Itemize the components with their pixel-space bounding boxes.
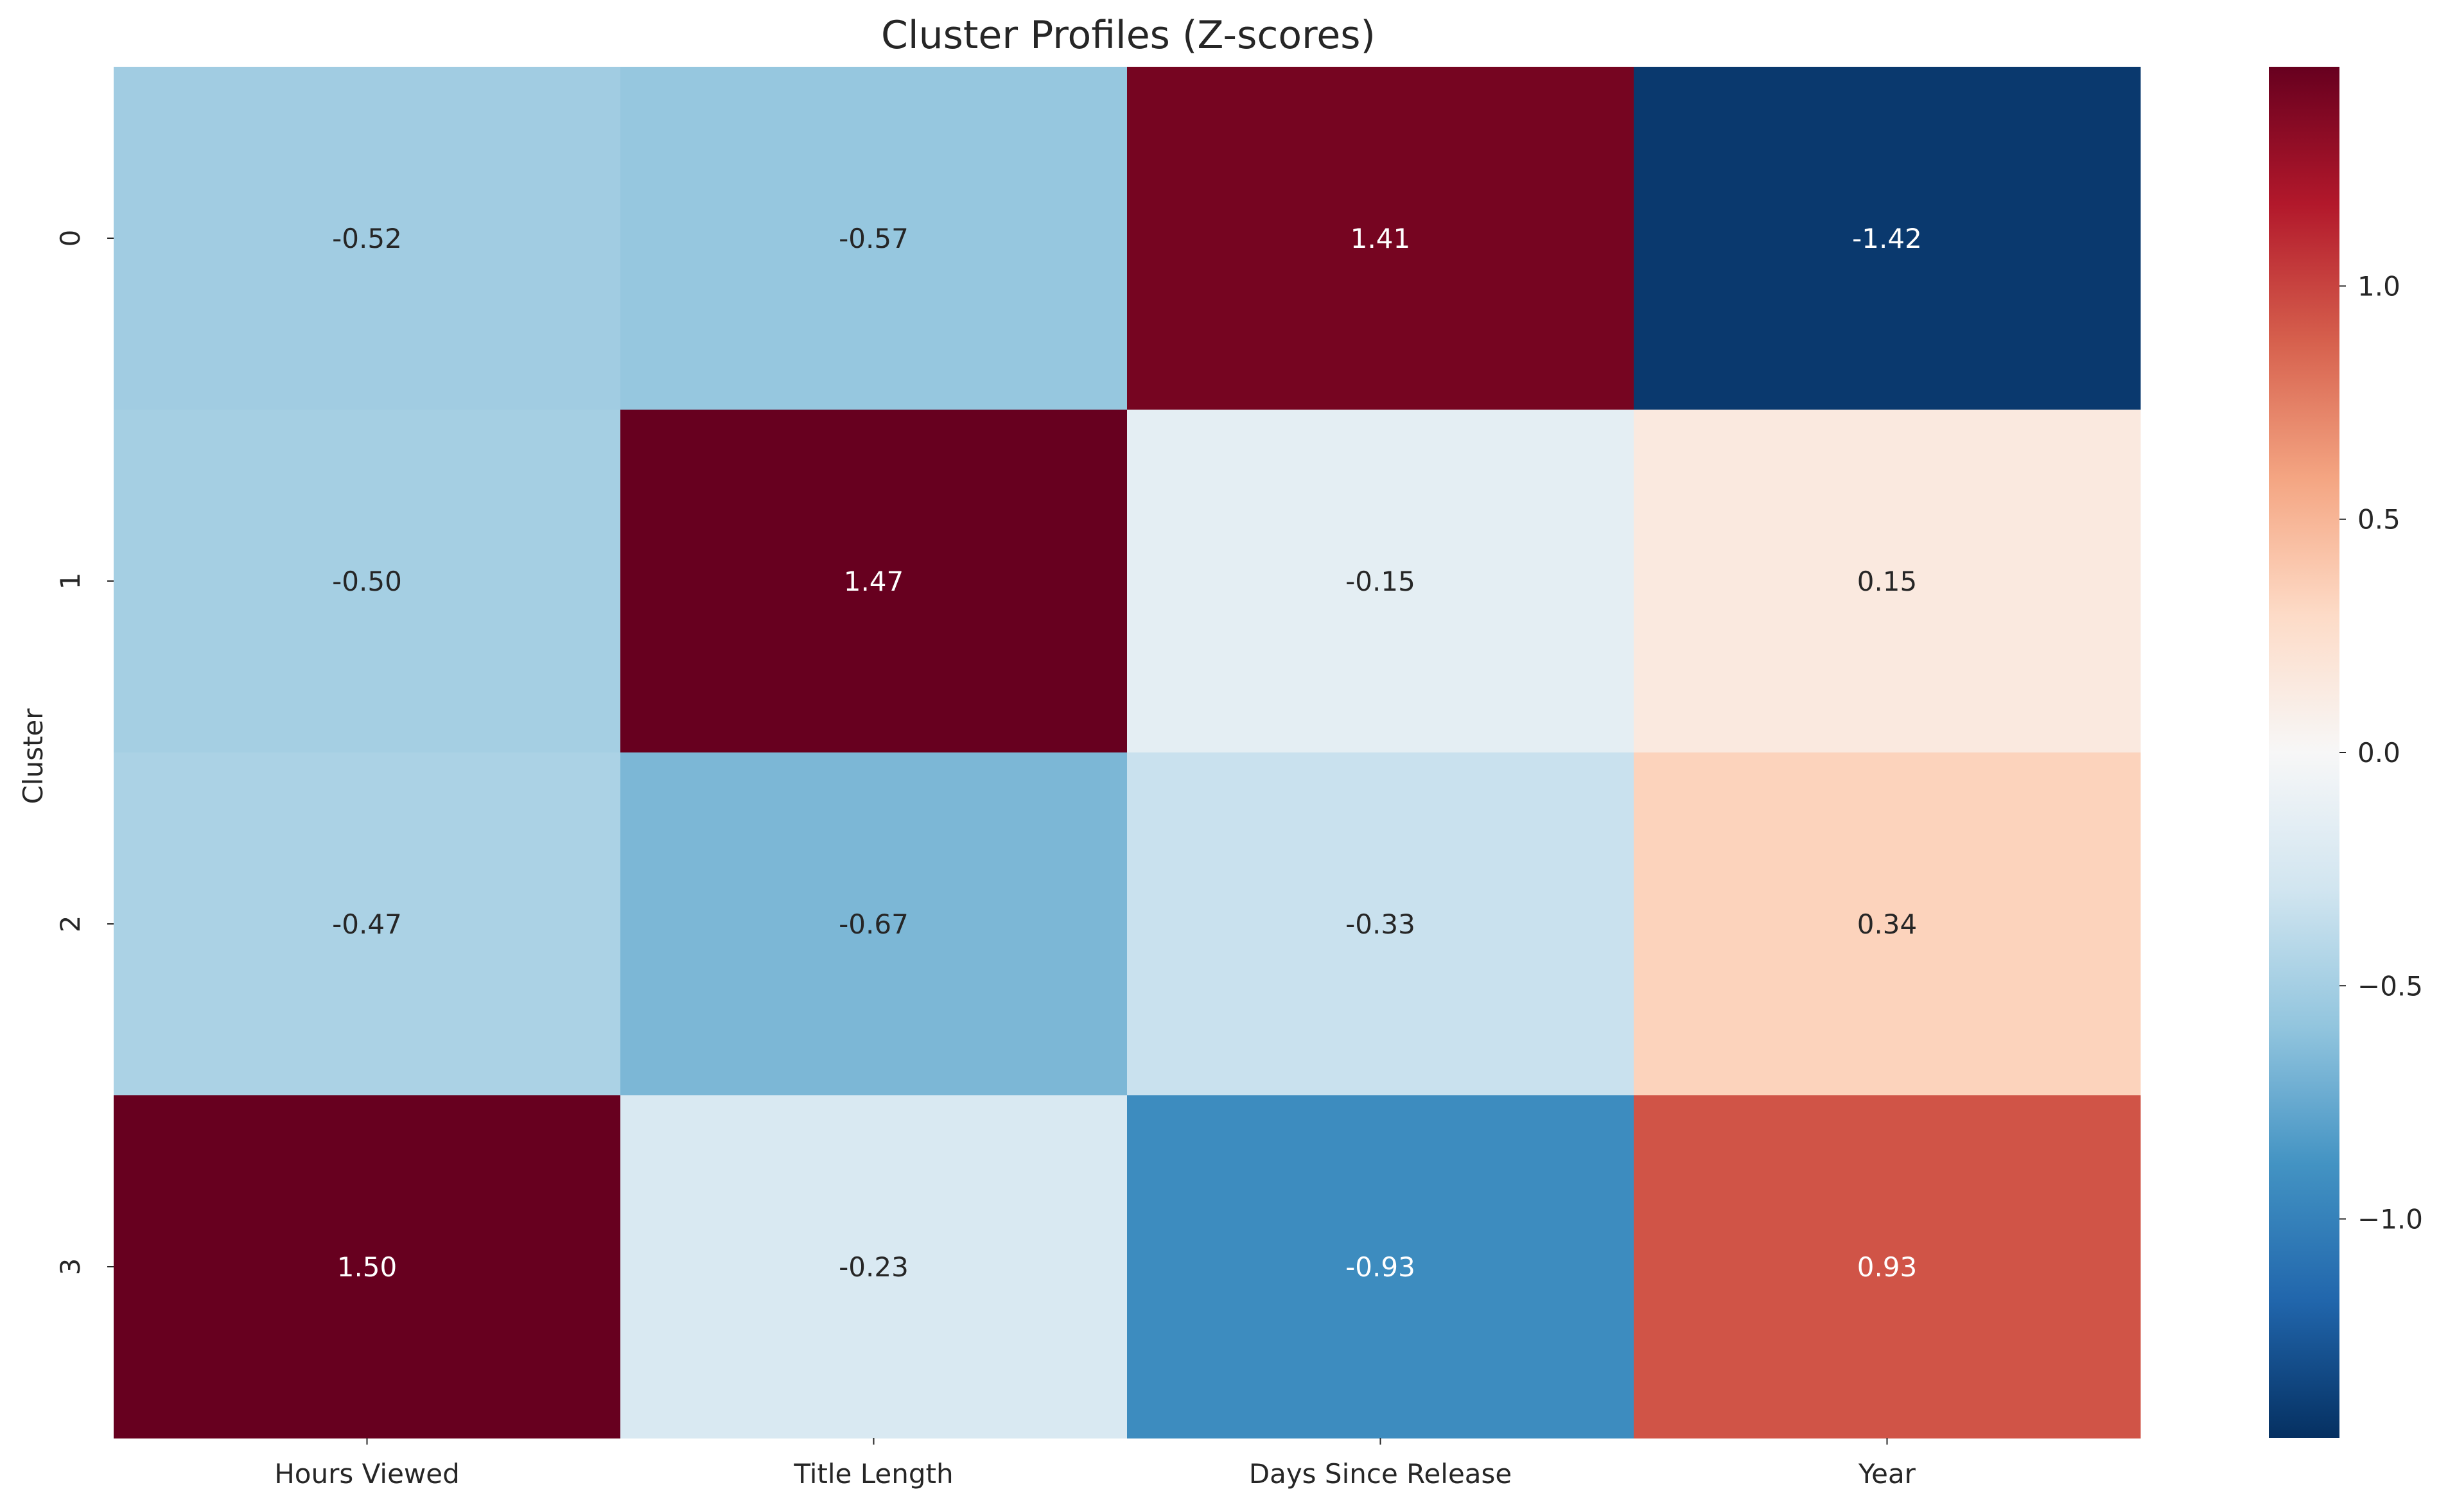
heatmap-cell bbox=[114, 1095, 621, 1439]
heatmap-cell bbox=[1127, 1095, 1634, 1439]
colorbar-tick-label: 0.5 bbox=[2357, 504, 2400, 535]
cell-value-label: 0.93 bbox=[1857, 1251, 1918, 1283]
heatmap-cell bbox=[620, 67, 1128, 410]
cell-value-label: 0.34 bbox=[1857, 908, 1918, 940]
cell-value-label: -0.15 bbox=[1345, 566, 1415, 597]
x-tick-label: Days Since Release bbox=[1249, 1458, 1512, 1490]
cell-value-label: -0.57 bbox=[839, 223, 909, 254]
y-tick-labels: 0 1 2 3 bbox=[55, 230, 114, 1276]
colorbar-tick-label: −1.0 bbox=[2357, 1204, 2423, 1235]
cell-value-label: -0.33 bbox=[1345, 908, 1415, 940]
heatmap-cell-labels: -0.52 -0.57 1.41 -1.42 -0.50 1.47 -0.15 0.15 -0.… bbox=[332, 223, 1922, 1283]
y-tick-label: 2 bbox=[55, 916, 86, 933]
cell-value-label: 1.50 bbox=[337, 1251, 398, 1283]
cell-value-label: 1.41 bbox=[1351, 223, 1411, 254]
heatmap-cell bbox=[620, 1095, 1128, 1439]
colorbar-ticks: 1.0 0.5 0.0 −0.5 −1.0 bbox=[2339, 270, 2423, 1235]
heatmap-cell bbox=[114, 410, 621, 753]
heatmap-cell bbox=[114, 752, 621, 1096]
heatmap-cell bbox=[1127, 67, 1634, 410]
chart-title: Cluster Profiles (Z-scores) bbox=[881, 13, 1376, 58]
heatmap-cell bbox=[114, 67, 621, 410]
cell-value-label: 1.47 bbox=[844, 566, 904, 597]
cell-value-label: -1.42 bbox=[1852, 223, 1922, 254]
cell-value-label: -0.50 bbox=[332, 566, 402, 597]
x-tick-label: Title Length bbox=[793, 1458, 953, 1490]
colorbar-tick-label: 0.0 bbox=[2357, 737, 2400, 769]
heatmap-cell bbox=[1634, 410, 2141, 753]
y-axis-label: Cluster bbox=[17, 708, 49, 804]
colorbar bbox=[2269, 67, 2339, 1438]
colorbar-tick-label: 1.0 bbox=[2357, 270, 2400, 302]
cell-value-label: -0.47 bbox=[332, 908, 402, 940]
y-tick-label: 0 bbox=[55, 230, 86, 247]
x-tick-label: Year bbox=[1858, 1458, 1916, 1490]
colorbar-tick-label: −0.5 bbox=[2357, 970, 2423, 1002]
cell-value-label: -0.23 bbox=[839, 1251, 909, 1283]
cell-value-label: -0.67 bbox=[839, 908, 909, 940]
cell-value-label: 0.15 bbox=[1857, 566, 1918, 597]
heatmap-cell bbox=[1634, 67, 2141, 410]
x-tick-labels: Hours Viewed Title Length Days Since Relea… bbox=[274, 1438, 1916, 1490]
heatmap-cell bbox=[620, 752, 1128, 1096]
heatmap-cell bbox=[1634, 1095, 2141, 1439]
y-tick-label: 1 bbox=[55, 573, 86, 590]
heatmap-cell bbox=[1127, 410, 1634, 753]
heatmap-cell bbox=[1634, 752, 2141, 1096]
heatmap-cells bbox=[114, 67, 2141, 1439]
x-tick-label: Hours Viewed bbox=[274, 1458, 460, 1490]
cell-value-label: -0.52 bbox=[332, 223, 402, 254]
y-tick-label: 3 bbox=[55, 1258, 86, 1276]
heatmap-cell bbox=[620, 410, 1128, 753]
heatmap-cell bbox=[1127, 752, 1634, 1096]
cell-value-label: -0.93 bbox=[1345, 1251, 1415, 1283]
